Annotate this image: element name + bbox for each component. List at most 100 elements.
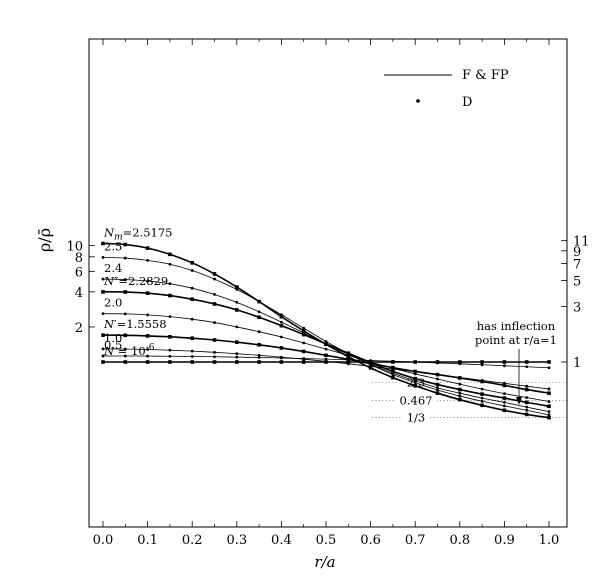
data-point <box>301 329 306 333</box>
data-point <box>458 362 462 366</box>
x-tick-label: 0.5 <box>316 533 337 548</box>
data-point <box>502 383 507 388</box>
data-point <box>168 335 172 339</box>
data-point <box>123 278 127 281</box>
data-point <box>346 357 351 362</box>
data-point <box>458 376 462 380</box>
data-point <box>525 365 529 369</box>
data-point <box>168 348 172 352</box>
reference-label-bg <box>402 410 430 424</box>
data-point <box>524 400 529 405</box>
data-point <box>101 354 105 358</box>
data-point <box>257 360 261 364</box>
x-tick-label: 1.0 <box>539 533 560 548</box>
data-point <box>190 355 194 358</box>
data-point <box>213 321 216 324</box>
data-point <box>324 342 328 347</box>
data-point <box>235 308 239 312</box>
y-right-tick-label: 1 <box>573 356 581 371</box>
data-point <box>190 261 194 265</box>
axes-frame <box>88 38 568 528</box>
data-point <box>524 412 529 417</box>
data-point <box>413 369 417 374</box>
data-point <box>235 340 239 344</box>
data-point <box>146 354 150 358</box>
data-point <box>123 354 127 358</box>
data-point <box>547 415 551 420</box>
x-tick-label: 0.2 <box>182 533 203 548</box>
x-tick-label: 0.1 <box>137 533 158 548</box>
y-right-tick-label: 7 <box>573 258 581 273</box>
data-point <box>168 354 172 358</box>
annotation-line-2: point at r/a=1 <box>475 333 557 347</box>
data-point <box>101 277 105 281</box>
data-point <box>235 355 239 359</box>
data-point <box>168 262 172 266</box>
data-point <box>524 360 529 364</box>
data-point <box>279 314 284 319</box>
data-point <box>190 349 194 353</box>
data-point <box>324 359 328 363</box>
data-point <box>458 387 462 392</box>
data-point <box>547 404 551 409</box>
data-point <box>168 282 172 286</box>
data-point <box>235 360 239 364</box>
data-point <box>391 373 395 376</box>
data-point <box>547 410 551 414</box>
data-point <box>547 387 551 391</box>
series-label: 2.4 <box>104 261 122 275</box>
series-label: N″=2.2829 <box>103 274 168 288</box>
data-point <box>123 312 127 316</box>
data-point <box>212 360 217 364</box>
data-point <box>413 360 417 364</box>
series-label: 0.5 <box>104 338 122 352</box>
x-tick-label: 0.8 <box>449 533 470 548</box>
data-point <box>324 353 328 358</box>
reference-label-bg <box>395 393 437 407</box>
series-label: N′=1.5558 <box>103 317 167 331</box>
y-left-tick-label: 4 <box>75 286 83 301</box>
legend-label-dot: D <box>462 95 472 110</box>
data-point <box>101 241 105 246</box>
data-point <box>101 360 105 364</box>
data-point <box>458 391 462 395</box>
data-point <box>458 397 462 402</box>
data-point <box>280 320 283 324</box>
ticks <box>89 39 567 527</box>
data-point <box>213 350 216 354</box>
x-tick-label: 0.0 <box>93 533 114 548</box>
data-point <box>436 386 439 390</box>
data-point <box>301 332 306 337</box>
plot-frame <box>88 38 568 528</box>
data-point <box>503 404 506 408</box>
data-point <box>524 387 529 392</box>
y-left-tick-label: 2 <box>75 321 83 336</box>
data-point <box>369 363 372 366</box>
x-tick-label: 0.9 <box>494 533 515 548</box>
y-left-tick-label: 6 <box>75 265 83 280</box>
data-point <box>391 369 395 374</box>
data-point <box>346 362 350 366</box>
data-point <box>302 326 306 330</box>
data-point <box>324 347 328 351</box>
reference-lines <box>372 375 567 424</box>
data-point <box>212 302 217 306</box>
data-point <box>435 391 440 395</box>
data-point <box>168 252 172 257</box>
data-point <box>391 366 395 370</box>
data-point <box>525 384 529 388</box>
series-label: Nm=2.5175 <box>103 226 172 243</box>
x-tick-label: 0.4 <box>271 533 292 548</box>
data-point <box>346 354 351 359</box>
data-point <box>480 360 484 364</box>
data-point <box>123 242 128 247</box>
series-label: 2.5 <box>104 239 122 253</box>
data-point <box>257 353 261 357</box>
data-point <box>146 279 150 283</box>
data-point <box>257 342 261 347</box>
y-axis-label: ρ/ρ̄ <box>35 228 54 252</box>
data-point <box>101 347 105 351</box>
data-point <box>324 340 328 343</box>
data-point <box>301 349 306 354</box>
